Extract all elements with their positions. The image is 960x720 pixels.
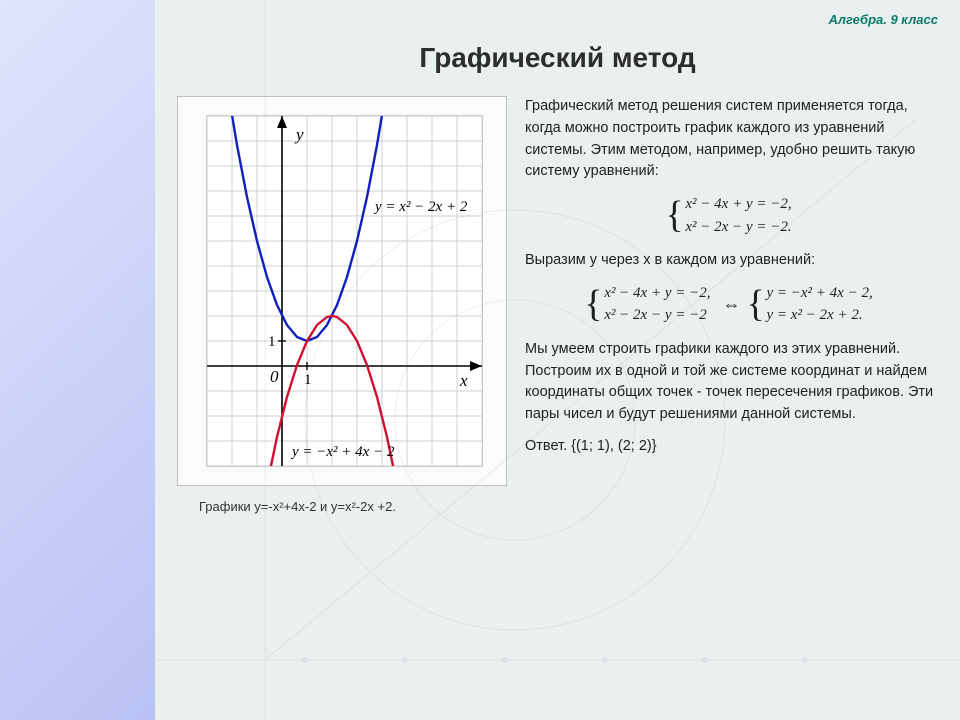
svg-text:x: x <box>459 371 468 390</box>
slide: Алгебра. 9 класс Графический метод y x 0 1 1… <box>155 0 960 720</box>
svg-text:y = x² − 2x + 2: y = x² − 2x + 2 <box>373 199 468 215</box>
equation-system-1: x² − 4x + y = −2, x² − 2x − y = −2. <box>525 193 938 238</box>
equation-system-2: x² − 4x + y = −2, x² − 2x − y = −2 ⇔ y =… <box>525 282 938 327</box>
text-column: Графический метод решения систем применя… <box>525 96 938 514</box>
answer-line: Ответ. {(1; 1), (2; 2)} <box>525 436 938 458</box>
paragraph-1: Графический метод решения систем применя… <box>525 96 938 183</box>
chart-figure: y x 0 1 1 y = x² − 2x + 2 y = −x² + 4x − 2 Гра… <box>177 96 507 514</box>
svg-text:y: y <box>294 125 304 144</box>
paragraph-2: Выразим y через x в каждом из уравнений: <box>525 250 938 272</box>
svg-text:0: 0 <box>270 367 279 386</box>
paragraph-3: Мы умеем строить графики каждого из этих… <box>525 339 938 426</box>
figure-caption: Графики y=-x²+4x-2 и y=x²-2x +2. <box>177 499 507 514</box>
chart-svg: y x 0 1 1 y = x² − 2x + 2 y = −x² + 4x − 2 <box>177 96 507 486</box>
svg-text:1: 1 <box>304 372 312 388</box>
subject-label: Алгебра. 9 класс <box>829 12 938 27</box>
left-sidebar <box>0 0 155 720</box>
svg-text:1: 1 <box>268 334 276 350</box>
page-title: Графический метод <box>177 42 938 74</box>
svg-text:y = −x² + 4x − 2: y = −x² + 4x − 2 <box>290 444 395 460</box>
